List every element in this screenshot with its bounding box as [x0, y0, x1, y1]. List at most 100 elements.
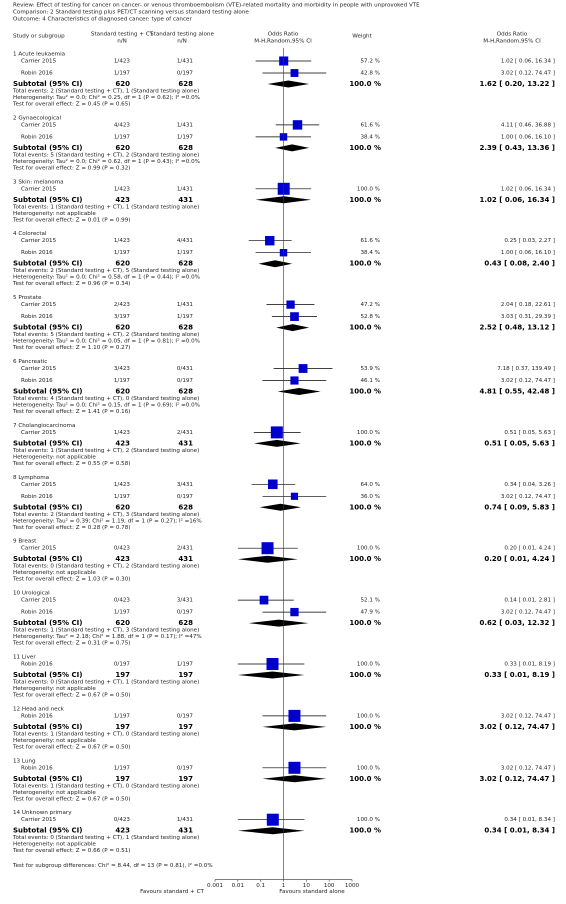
- study-square: [261, 542, 274, 555]
- overall-effect: Test for overall effect: Z = 1.03 (P = 0…: [12, 577, 130, 583]
- heterogeneity: Heterogeneity: Tau² = 0.0; Chi² = 0.62, …: [13, 158, 200, 165]
- subtotal-diamond: [277, 388, 321, 395]
- subtotal-label: Subtotal (95% CI): [13, 439, 82, 447]
- ctrl-events: 1/197: [177, 662, 194, 668]
- subtotal-label: Subtotal (95% CI): [13, 144, 82, 152]
- subtotal-weight: 100.0 %: [349, 671, 381, 679]
- heterogeneity: Heterogeneity: not applicable: [13, 738, 96, 744]
- total-events: Total events: 2 (Standard testing + CT),…: [12, 89, 199, 95]
- ci-label: 1.02 [ 0.06, 16.34 ]: [501, 186, 555, 192]
- study-name: Carrier 2015: [21, 122, 57, 128]
- x-tick-label: 10: [303, 883, 311, 889]
- subtotal-label: Subtotal (95% CI): [13, 196, 82, 204]
- subtotal-ctrl: 431: [178, 827, 193, 835]
- total-events: Total events: 4 (Standard testing + CT),…: [12, 396, 199, 402]
- exp-events: 1/197: [114, 250, 131, 256]
- exp-events: 1/197: [114, 713, 131, 719]
- subtotal-label: Subtotal (95% CI): [13, 723, 82, 731]
- weight: 100.0 %: [357, 430, 380, 436]
- weight: 61.6 %: [360, 238, 380, 244]
- subtotal-ci: 0.43 [ 0.08, 2.40 ]: [484, 260, 555, 268]
- study-name: Robin 2016: [21, 378, 53, 384]
- subgroup-title: 2 Gynaecological: [13, 115, 61, 121]
- subtotal-weight: 100.0 %: [349, 555, 381, 563]
- outcome: Outcome: 4 Characteristics of diagnosed …: [13, 17, 192, 23]
- overall-effect: Test for overall effect: Z = 0.31 (P = 0…: [12, 641, 130, 647]
- subtotal-ctrl: 628: [178, 388, 193, 396]
- ctrl-events: 2/431: [177, 546, 194, 552]
- heterogeneity: Heterogeneity: not applicable: [13, 790, 96, 796]
- study-square: [265, 235, 275, 246]
- study-square: [292, 120, 303, 130]
- subgroup-title: 14 Unknown primary: [13, 810, 72, 816]
- subtotal-diamond: [275, 144, 310, 152]
- subgroup-test: Test for subgroup differences: Chi² = 8.…: [12, 862, 213, 869]
- weight: 100.0 %: [357, 546, 380, 552]
- overall-effect: Test for overall effect: Z = 0.28 (P = 0…: [12, 525, 130, 531]
- study-name: Carrier 2015: [21, 302, 57, 308]
- exp-events: 1/423: [114, 238, 131, 244]
- subtotal-ci: 0.34 [ 0.01, 8.34 ]: [484, 827, 555, 835]
- ci-label: 0.25 [ 0.03, 2.27 ]: [504, 238, 555, 244]
- ci-label: 4.11 [ 0.46, 36.88 ]: [501, 122, 555, 128]
- subtotal-ci: 0.62 [ 0.03, 12.32 ]: [480, 619, 556, 627]
- weight: 38.4 %: [360, 250, 380, 256]
- ctrl-events: 1/431: [177, 122, 194, 128]
- ci-label: 0.20 [ 0.01, 4.24 ]: [504, 546, 555, 552]
- ci-label: 2.04 [ 0.18, 22.61 ]: [501, 302, 555, 308]
- col-exp-sub: n/N: [117, 39, 127, 45]
- overall-effect: Test for overall effect: Z = 0.67 (P = 0…: [12, 796, 130, 802]
- heterogeneity: Heterogeneity: not applicable: [13, 211, 96, 217]
- overall-effect: Test for overall effect: Z = 0.66 (P = 0…: [12, 848, 130, 854]
- exp-events: 1/423: [114, 59, 131, 65]
- exp-events: 1/197: [114, 494, 131, 500]
- col-ctrl: Standard testing alone: [150, 32, 214, 38]
- ci-label: 0.34 [ 0.01, 8.34 ]: [504, 817, 555, 823]
- study-name: Carrier 2015: [21, 366, 57, 372]
- subtotal-ci: 3.02 [ 0.12, 74.47 ]: [480, 723, 556, 731]
- study-name: Carrier 2015: [21, 482, 57, 488]
- study-name: Carrier 2015: [21, 238, 57, 244]
- subtotal-ci: 1.62 [ 0.20, 13.22 ]: [480, 80, 556, 88]
- overall-effect: Test for overall effect: Z = 0.99 (P = 0…: [12, 165, 130, 171]
- weight: 57.2 %: [360, 59, 380, 65]
- subtotal-ci: 4.81 [ 0.55, 42.48 ]: [480, 388, 556, 396]
- ctrl-events: 0/197: [177, 71, 194, 77]
- subtotal-weight: 100.0 %: [349, 439, 381, 447]
- subtotal-diamond: [262, 723, 327, 731]
- ci-label: 3.02 [ 0.12, 74.47 ]: [501, 71, 555, 77]
- subtotal-weight: 100.0 %: [349, 503, 381, 511]
- subtotal-exp: 423: [115, 555, 130, 563]
- subgroup-title: 9 Breast: [13, 539, 37, 545]
- study-square: [288, 761, 301, 774]
- subgroup-title: 3 Skin: melanoma: [13, 179, 64, 185]
- subtotal-ctrl: 628: [178, 80, 193, 88]
- weight: 53.9 %: [360, 366, 380, 372]
- subtotal-ci: 0.74 [ 0.09, 5.83 ]: [484, 503, 555, 511]
- study-name: Robin 2016: [21, 494, 53, 500]
- subgroup-title: 1 Acute leukaemia: [13, 52, 65, 58]
- exp-events: 4/423: [114, 122, 131, 128]
- total-events: Total events: 2 (Standard testing + CT),…: [12, 268, 199, 274]
- overall-effect: Test for overall effect: Z = 1.10 (P = 0…: [12, 345, 130, 351]
- ci-label: 0.14 [ 0.01, 2.81 ]: [504, 598, 555, 604]
- total-events: Total events: 5 (Standard testing + CT),…: [12, 152, 199, 158]
- overall-effect: Test for overall effect: Z = 0.55 (P = 0…: [12, 461, 130, 467]
- heterogeneity: Heterogeneity: Tau² = 0.39; Chi² = 1.19,…: [13, 517, 202, 524]
- ci-label: 3.03 [ 0.31, 29.39 ]: [501, 314, 555, 320]
- subgroup-title: 10 Urological: [13, 591, 50, 597]
- comparison: Comparison: 2 Standard testing plus PET/…: [13, 10, 249, 16]
- weight: 47.2 %: [360, 302, 380, 308]
- study-square: [290, 492, 299, 500]
- subtotal-weight: 100.0 %: [349, 619, 381, 627]
- favours-right: Favours standard alone: [279, 889, 345, 895]
- heterogeneity: Heterogeneity: Tau² = 0.0; Chi² = 0.15, …: [13, 402, 200, 409]
- study-square: [259, 595, 269, 605]
- exp-events: 3/423: [114, 366, 131, 372]
- study-square: [286, 300, 295, 309]
- overall-effect: Test for overall effect: Z = 0.01 (P = 0…: [12, 217, 130, 223]
- subtotal-exp: 197: [115, 723, 130, 731]
- ci-label: 1.00 [ 0.06, 16.10 ]: [501, 134, 555, 140]
- x-tick-label: 0.001: [207, 883, 223, 889]
